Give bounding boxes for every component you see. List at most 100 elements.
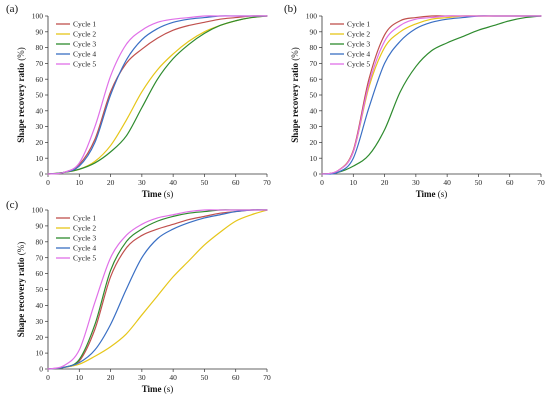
y-tick-label: 0 xyxy=(39,170,43,179)
y-tick-label: 90 xyxy=(36,27,44,36)
x-tick-label: 50 xyxy=(475,178,483,187)
x-tick-label: 40 xyxy=(169,373,177,382)
x-tick-label: 60 xyxy=(506,178,514,187)
legend-label: Cycle 4 xyxy=(73,50,96,59)
y-tick-label: 80 xyxy=(36,43,44,52)
x-axis-label: Time xyxy=(142,384,162,394)
x-tick-label: 10 xyxy=(76,373,84,382)
panel-label: (a) xyxy=(6,3,19,15)
y-axis-label: Shape recovery ratio xyxy=(16,62,26,142)
x-axis-title: Time (s) xyxy=(416,189,448,199)
x-tick-label: 60 xyxy=(232,373,240,382)
y-tick-label: 60 xyxy=(36,269,44,278)
y-tick-label: 0 xyxy=(313,170,317,179)
legend-label: Cycle 1 xyxy=(73,214,96,223)
y-tick-label: 0 xyxy=(39,365,43,374)
y-axis-unit: (%) xyxy=(16,47,26,61)
x-axis-title: Time (s) xyxy=(142,189,174,199)
legend-label: Cycle 4 xyxy=(73,244,96,253)
y-axis-unit: (%) xyxy=(16,242,26,256)
legend-label: Cycle 2 xyxy=(73,224,96,233)
series-line-cycle-3 xyxy=(321,15,542,175)
chart-panel-2: (b) 0 10 20 30 40 50 60 70 80 90 100 0 10 20 30 40 50 60 70… xyxy=(284,3,545,199)
chart-panel-1: (a) 0 10 20 30 40 50 60 70 80 90 100 0 10 20 30 40 50 60 70… xyxy=(6,3,271,199)
y-axis-label: Shape recovery ratio xyxy=(16,257,26,337)
x-tick-label: 50 xyxy=(201,178,209,187)
legend-label: Cycle 5 xyxy=(73,60,96,69)
series-line-cycle-5 xyxy=(321,15,542,175)
x-tick-label: 20 xyxy=(107,178,115,187)
x-tick-label: 0 xyxy=(46,373,50,382)
legend-label: Cycle 1 xyxy=(347,20,370,29)
x-tick-label: 50 xyxy=(201,373,209,382)
y-tick-label: 70 xyxy=(310,59,318,68)
y-tick-label: 90 xyxy=(36,222,44,231)
y-tick-label: 10 xyxy=(36,154,44,163)
x-tick-label: 60 xyxy=(232,178,240,187)
y-tick-label: 30 xyxy=(36,317,44,326)
y-tick-label: 90 xyxy=(310,27,318,36)
y-tick-label: 50 xyxy=(36,285,44,294)
y-tick-label: 20 xyxy=(310,138,318,147)
x-tick-label: 0 xyxy=(46,178,50,187)
x-tick-label: 70 xyxy=(263,373,271,382)
series-line-cycle-2 xyxy=(47,209,268,370)
legend-label: Cycle 5 xyxy=(73,254,96,263)
x-tick-label: 30 xyxy=(412,178,420,187)
y-tick-label: 80 xyxy=(310,43,318,52)
y-tick-label: 70 xyxy=(36,253,44,262)
legend-label: Cycle 2 xyxy=(347,30,370,39)
y-tick-label: 50 xyxy=(36,91,44,100)
x-axis-unit: (s) xyxy=(164,189,174,199)
x-axis-label: Time xyxy=(142,189,162,199)
y-axis-title: Shape recovery ratio (%) xyxy=(16,47,26,143)
y-tick-label: 100 xyxy=(306,12,318,21)
y-tick-label: 10 xyxy=(310,154,318,163)
x-tick-label: 10 xyxy=(76,178,84,187)
x-tick-label: 0 xyxy=(320,178,324,187)
y-tick-label: 30 xyxy=(36,122,44,131)
legend-label: Cycle 1 xyxy=(73,20,96,29)
panel-label: (c) xyxy=(6,199,19,211)
y-axis-title: Shape recovery ratio (%) xyxy=(290,47,300,143)
y-tick-label: 60 xyxy=(36,75,44,84)
x-tick-label: 70 xyxy=(537,178,545,187)
y-tick-label: 40 xyxy=(36,106,44,115)
series-line-cycle-3 xyxy=(47,15,268,175)
x-axis-label: Time xyxy=(416,189,436,199)
series-line-cycle-4 xyxy=(47,209,268,370)
legend-label: Cycle 4 xyxy=(347,50,370,59)
y-tick-label: 100 xyxy=(32,206,44,215)
legend-label: Cycle 5 xyxy=(347,60,370,69)
y-tick-label: 20 xyxy=(36,138,44,147)
legend-label: Cycle 2 xyxy=(73,30,96,39)
y-tick-label: 50 xyxy=(310,91,318,100)
x-tick-label: 40 xyxy=(169,178,177,187)
x-tick-label: 20 xyxy=(381,178,389,187)
y-tick-label: 40 xyxy=(310,106,318,115)
series-line-cycle-5 xyxy=(47,15,268,175)
y-tick-label: 70 xyxy=(36,59,44,68)
legend-label: Cycle 3 xyxy=(73,234,96,243)
x-tick-label: 10 xyxy=(350,178,358,187)
y-tick-label: 100 xyxy=(32,12,44,21)
y-tick-label: 20 xyxy=(36,333,44,342)
y-axis-unit: (%) xyxy=(290,47,300,61)
y-tick-label: 10 xyxy=(36,349,44,358)
chart-panel-3: (c) 0 10 20 30 40 50 60 70 80 90 100 0 10 20 30 40 50 60 70… xyxy=(6,199,271,394)
y-tick-label: 30 xyxy=(310,122,318,131)
legend-label: Cycle 3 xyxy=(347,40,370,49)
legend-label: Cycle 3 xyxy=(73,40,96,49)
x-axis-unit: (s) xyxy=(164,384,174,394)
y-tick-label: 40 xyxy=(36,301,44,310)
x-axis-unit: (s) xyxy=(438,189,448,199)
y-axis-title: Shape recovery ratio (%) xyxy=(16,242,26,338)
x-tick-label: 30 xyxy=(138,178,146,187)
y-axis-label: Shape recovery ratio xyxy=(290,62,300,142)
x-tick-label: 70 xyxy=(263,178,271,187)
x-tick-label: 30 xyxy=(138,373,146,382)
